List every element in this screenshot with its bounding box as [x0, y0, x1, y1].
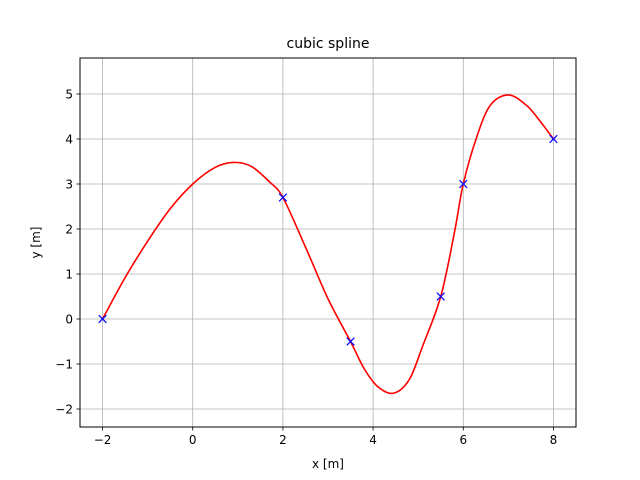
y-tick-label: −1 [55, 357, 73, 371]
data-point-marker [459, 179, 468, 189]
data-point-marker [346, 337, 355, 346]
spline-curve [101, 94, 555, 395]
x-tick-label: −2 [94, 433, 112, 447]
x-tick-label: 0 [189, 433, 197, 447]
y-tick-label: 4 [65, 132, 73, 146]
y-tick-label: 0 [65, 312, 73, 326]
data-point-marker [98, 314, 107, 324]
y-tick-label: 1 [65, 267, 73, 281]
plot-frame [79, 57, 577, 428]
marker-stroke [98, 314, 107, 324]
marker-stroke [278, 193, 288, 202]
plot-area [80, 58, 576, 427]
x-tick-label: 2 [279, 433, 287, 447]
ticks: −2 0 2 4 6 8 −2 −1 0 1 2 3 4 5 [55, 87, 557, 447]
x-axis-label: x [m] [312, 457, 344, 471]
y-axis-label: y [m] [29, 227, 43, 259]
y-tick-label: 3 [65, 177, 73, 191]
chart-title: cubic spline [287, 36, 370, 52]
marker-stroke [436, 292, 445, 301]
y-tick-label: 2 [65, 222, 73, 236]
y-tick-label: 5 [65, 87, 73, 101]
marker-stroke [346, 337, 355, 346]
series-layer [98, 94, 558, 395]
x-tick-label: 6 [459, 433, 467, 447]
grid-lines [80, 58, 576, 427]
data-point-marker [549, 134, 558, 144]
marker-stroke [459, 179, 468, 189]
data-point-marker [436, 292, 445, 301]
x-tick-label: 4 [369, 433, 377, 447]
y-tick-label: −2 [55, 402, 73, 416]
x-tick-label: 8 [550, 433, 558, 447]
data-point-marker [278, 193, 288, 202]
marker-stroke [549, 134, 558, 144]
